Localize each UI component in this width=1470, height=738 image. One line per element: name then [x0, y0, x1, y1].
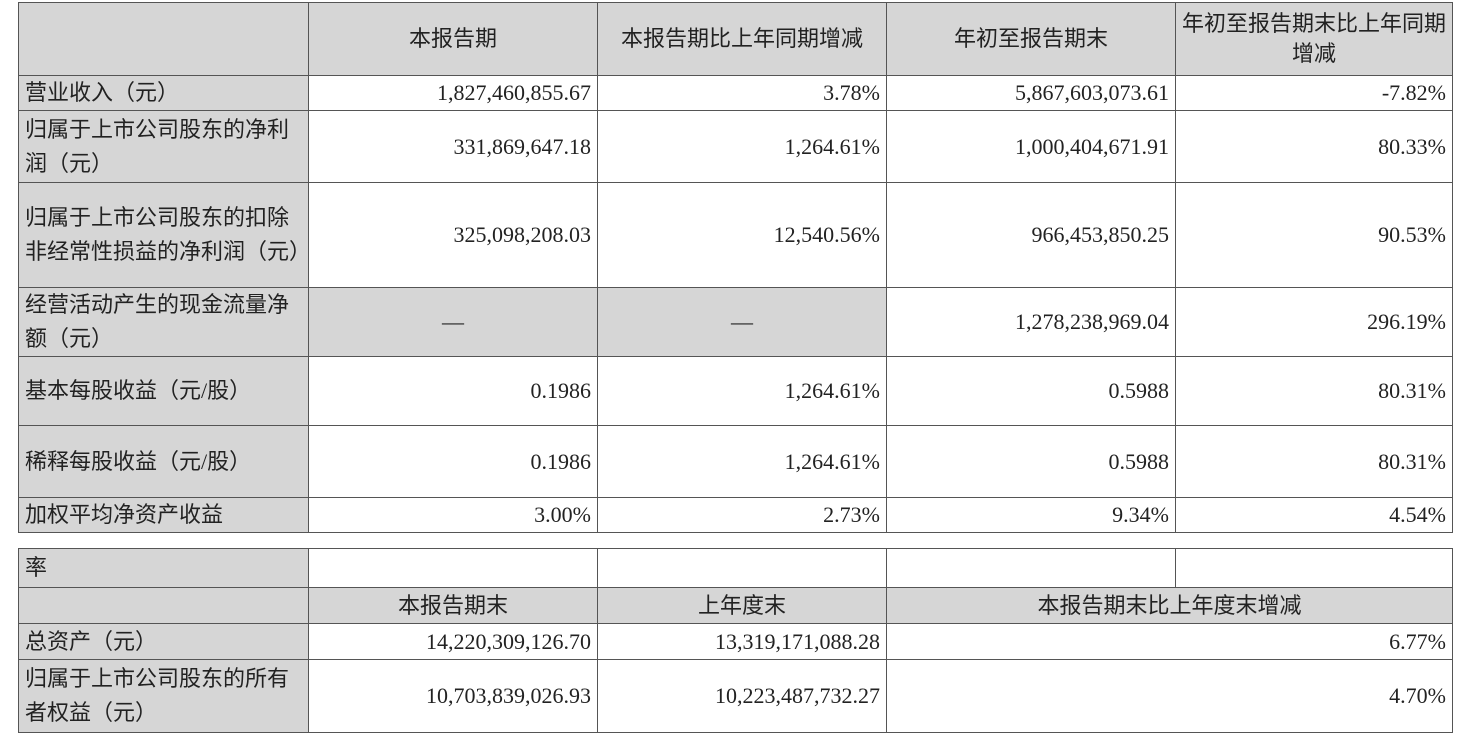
row-label: 率	[18, 548, 309, 588]
cell: 2.73%	[597, 497, 887, 533]
cell: 1,264.61%	[597, 110, 887, 183]
cell: 5,867,603,073.61	[886, 75, 1176, 111]
header-cell: 本报告期末比上年度末增减	[886, 587, 1453, 624]
cell: 325,098,208.03	[308, 182, 598, 288]
cell: —	[597, 287, 887, 357]
row-label: 营业收入（元）	[18, 75, 309, 111]
row-label: 加权平均净资产收益	[18, 497, 309, 533]
cell: 0.1986	[308, 356, 598, 426]
table-row: 加权平均净资产收益 3.00% 2.73% 9.34% 4.54%	[18, 497, 1453, 533]
header-cell: 年初至报告期末	[886, 2, 1176, 76]
continuation-row: 率	[18, 548, 1453, 588]
row-label: 归属于上市公司股东的净利润（元）	[18, 110, 309, 183]
cell: 80.33%	[1175, 110, 1453, 183]
cell: 966,453,850.25	[886, 182, 1176, 288]
table-row: 稀释每股收益（元/股） 0.1986 1,264.61% 0.5988 80.3…	[18, 425, 1453, 498]
cell: 1,264.61%	[597, 356, 887, 426]
cell: 1,000,404,671.91	[886, 110, 1176, 183]
row-label: 经营活动产生的现金流量净额（元）	[18, 287, 309, 357]
table-row: 归属于上市公司股东的扣除非经常性损益的净利润（元） 325,098,208.03…	[18, 182, 1453, 288]
cell: 1,278,238,969.04	[886, 287, 1176, 357]
cell: 80.31%	[1175, 356, 1453, 426]
table-row: 归属于上市公司股东的所有者权益（元） 10,703,839,026.93 10,…	[18, 659, 1453, 733]
cell: 0.5988	[886, 425, 1176, 498]
cell: 3.78%	[597, 75, 887, 111]
balance-sheet-table: 率 本报告期末 上年度末 本报告期末比上年度末增减 总资产（元） 14,220,…	[18, 548, 1453, 733]
table-row: 总资产（元） 14,220,309,126.70 13,319,171,088.…	[18, 623, 1453, 660]
header-cell: 年初至报告期末比上年同期增减	[1175, 2, 1453, 76]
cell: 9.34%	[886, 497, 1176, 533]
cell: 14,220,309,126.70	[308, 623, 598, 660]
cell: 10,223,487,732.27	[597, 659, 887, 733]
header-row: 本报告期末 上年度末 本报告期末比上年度末增减	[18, 587, 1453, 624]
cell: 4.70%	[886, 659, 1453, 733]
header-cell: 上年度末	[597, 587, 887, 624]
table-row: 经营活动产生的现金流量净额（元） — — 1,278,238,969.04 29…	[18, 287, 1453, 357]
table-row: 基本每股收益（元/股） 0.1986 1,264.61% 0.5988 80.3…	[18, 356, 1453, 426]
cell: 90.53%	[1175, 182, 1453, 288]
cell: -7.82%	[1175, 75, 1453, 111]
row-label: 基本每股收益（元/股）	[18, 356, 309, 426]
cell: 4.54%	[1175, 497, 1453, 533]
row-label: 总资产（元）	[18, 623, 309, 660]
cell: 0.5988	[886, 356, 1176, 426]
cell	[597, 548, 887, 588]
financial-data-table: 本报告期 本报告期比上年同期增减 年初至报告期末 年初至报告期末比上年同期增减 …	[18, 2, 1453, 533]
row-label: 稀释每股收益（元/股）	[18, 425, 309, 498]
cell: 13,319,171,088.28	[597, 623, 887, 660]
cell	[308, 548, 598, 588]
cell	[886, 548, 1176, 588]
cell	[1175, 548, 1453, 588]
cell: 12,540.56%	[597, 182, 887, 288]
header-row: 本报告期 本报告期比上年同期增减 年初至报告期末 年初至报告期末比上年同期增减	[18, 2, 1453, 76]
cell: 1,264.61%	[597, 425, 887, 498]
header-cell: 本报告期	[308, 2, 598, 76]
cell: 1,827,460,855.67	[308, 75, 598, 111]
header-cell	[18, 587, 309, 624]
cell: 331,869,647.18	[308, 110, 598, 183]
table-row: 营业收入（元） 1,827,460,855.67 3.78% 5,867,603…	[18, 75, 1453, 111]
cell: 0.1986	[308, 425, 598, 498]
header-cell	[18, 2, 309, 76]
row-label: 归属于上市公司股东的所有者权益（元）	[18, 659, 309, 733]
table-row: 归属于上市公司股东的净利润（元） 331,869,647.18 1,264.61…	[18, 110, 1453, 183]
cell: 6.77%	[886, 623, 1453, 660]
cell: 80.31%	[1175, 425, 1453, 498]
cell: 10,703,839,026.93	[308, 659, 598, 733]
header-cell: 本报告期比上年同期增减	[597, 2, 887, 76]
cell: 3.00%	[308, 497, 598, 533]
cell: 296.19%	[1175, 287, 1453, 357]
cell: —	[308, 287, 598, 357]
header-cell: 本报告期末	[308, 587, 598, 624]
row-label: 归属于上市公司股东的扣除非经常性损益的净利润（元）	[18, 182, 311, 288]
